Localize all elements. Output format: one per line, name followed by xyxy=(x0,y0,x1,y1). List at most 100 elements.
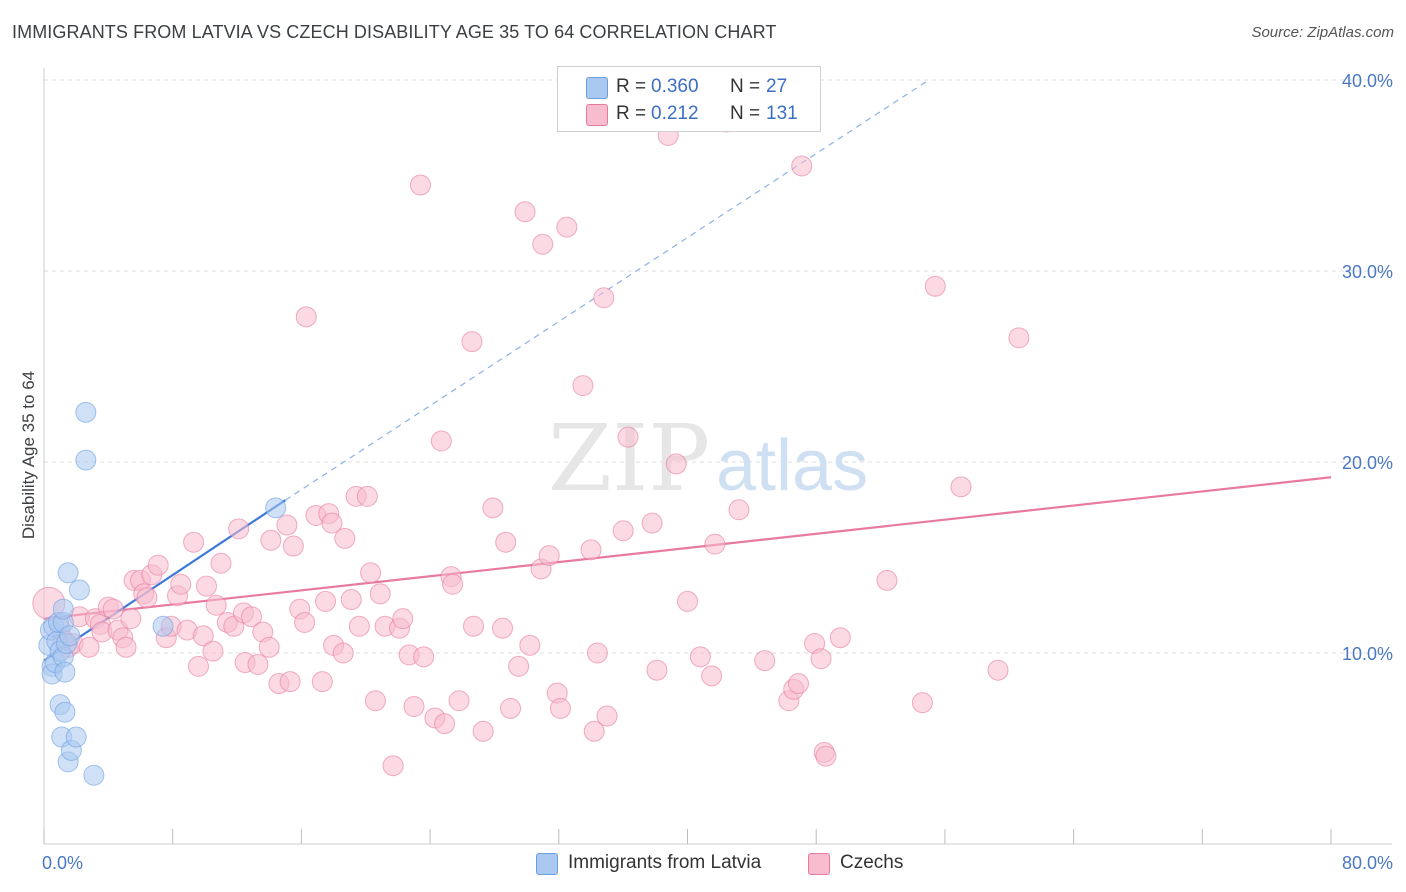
point-czechs xyxy=(364,690,386,712)
bottom-legend-label-czechs: Czechs xyxy=(840,852,904,873)
point-czechs xyxy=(829,627,851,649)
point-czechs xyxy=(495,531,517,553)
point-czechs xyxy=(788,673,810,695)
point-czechs xyxy=(205,594,227,616)
point-czechs xyxy=(482,497,504,519)
point-czechs xyxy=(924,275,946,297)
point-czechs xyxy=(617,426,639,448)
data-points xyxy=(32,109,1030,786)
point-latvia xyxy=(54,701,76,723)
point-czechs xyxy=(403,695,425,717)
point-czechs xyxy=(311,671,333,693)
point-czechs xyxy=(538,545,560,567)
trend-line-czechs xyxy=(43,476,1332,620)
point-czechs xyxy=(120,608,142,630)
point-czechs xyxy=(183,531,205,553)
point-czechs xyxy=(491,617,513,639)
point-latvia xyxy=(265,497,287,519)
point-czechs xyxy=(593,287,615,309)
point-czechs xyxy=(572,375,594,397)
point-czechs xyxy=(102,598,124,620)
point-czechs xyxy=(500,697,522,719)
gridlines xyxy=(44,79,1392,654)
point-czechs xyxy=(461,331,483,353)
point-czechs xyxy=(369,583,391,605)
point-latvia xyxy=(68,579,90,601)
axes xyxy=(43,68,1392,845)
point-czechs xyxy=(392,608,414,630)
legend-swatch-czechs xyxy=(586,104,608,126)
point-latvia xyxy=(52,598,74,620)
point-czechs xyxy=(360,562,382,584)
bottom-legend-label-latvia: Immigrants from Latvia xyxy=(568,852,762,873)
point-czechs xyxy=(583,720,605,742)
legend-n-value: 131 xyxy=(766,103,798,124)
watermark-atlas: atlas xyxy=(716,426,868,506)
legend-r-value: 0.360 xyxy=(651,76,699,97)
x-tick-label-max: 80.0% xyxy=(1342,853,1393,873)
legend-r-value: 0.212 xyxy=(651,103,699,124)
point-czechs xyxy=(295,306,317,328)
point-czechs xyxy=(612,520,634,542)
legend-row-latvia: R = 0.360 N = 27 xyxy=(558,74,820,102)
point-czechs xyxy=(202,640,224,662)
source-label: Source: ZipAtlas.com xyxy=(1251,24,1394,41)
x-tick-label-min: 0.0% xyxy=(42,853,83,873)
point-czechs xyxy=(282,535,304,557)
legend-n-label: N = xyxy=(730,103,761,124)
point-latvia xyxy=(57,562,79,584)
point-czechs xyxy=(210,552,232,574)
point-czechs xyxy=(641,512,663,534)
point-latvia xyxy=(75,401,97,423)
point-czechs xyxy=(728,499,750,521)
point-czechs xyxy=(532,233,554,255)
point-czechs xyxy=(321,512,343,534)
point-czechs xyxy=(463,615,485,637)
point-czechs xyxy=(646,659,668,681)
point-czechs xyxy=(701,665,723,687)
y-tick-label: 10.0% xyxy=(1342,644,1393,664)
point-czechs xyxy=(315,590,337,612)
point-latvia xyxy=(54,661,76,683)
y-tick-label: 20.0% xyxy=(1342,453,1393,473)
point-czechs xyxy=(448,690,470,712)
point-czechs xyxy=(413,646,435,668)
point-czechs xyxy=(434,713,456,735)
point-czechs xyxy=(442,573,464,595)
point-latvia xyxy=(59,625,81,647)
point-czechs xyxy=(195,575,217,597)
watermark-zip: ZIP xyxy=(548,405,710,512)
point-czechs xyxy=(332,642,354,664)
legend-swatch-latvia xyxy=(586,77,608,99)
trend-line-latvia-extrapolated xyxy=(284,79,930,501)
point-latvia xyxy=(83,764,105,786)
point-czechs xyxy=(549,697,571,719)
point-czechs xyxy=(704,533,726,555)
point-czechs xyxy=(791,155,813,177)
point-czechs xyxy=(586,642,608,664)
point-czechs xyxy=(170,573,192,595)
point-latvia xyxy=(65,726,87,748)
watermark: ZIP atlas xyxy=(548,405,868,512)
point-czechs xyxy=(519,634,541,656)
point-czechs xyxy=(876,569,898,591)
point-czechs xyxy=(1008,327,1030,349)
point-czechs xyxy=(689,646,711,668)
legend-r-label: R = xyxy=(616,76,647,97)
point-czechs xyxy=(78,636,100,658)
point-czechs xyxy=(241,606,263,628)
point-czechs xyxy=(911,692,933,714)
point-czechs xyxy=(136,587,158,609)
y-tick-label: 40.0% xyxy=(1342,71,1393,91)
point-czechs xyxy=(508,655,530,677)
point-czechs xyxy=(279,671,301,693)
point-czechs xyxy=(382,755,404,777)
y-tick-label: 30.0% xyxy=(1342,262,1393,282)
y-axis-label: Disability Age 35 to 64 xyxy=(19,371,38,539)
legend-row-czechs: R = 0.212 N = 131 xyxy=(558,101,820,129)
bottom-legend: Immigrants from Latvia Czechs xyxy=(0,851,1406,877)
point-latvia xyxy=(75,449,97,471)
point-czechs xyxy=(754,650,776,672)
point-czechs xyxy=(665,453,687,475)
